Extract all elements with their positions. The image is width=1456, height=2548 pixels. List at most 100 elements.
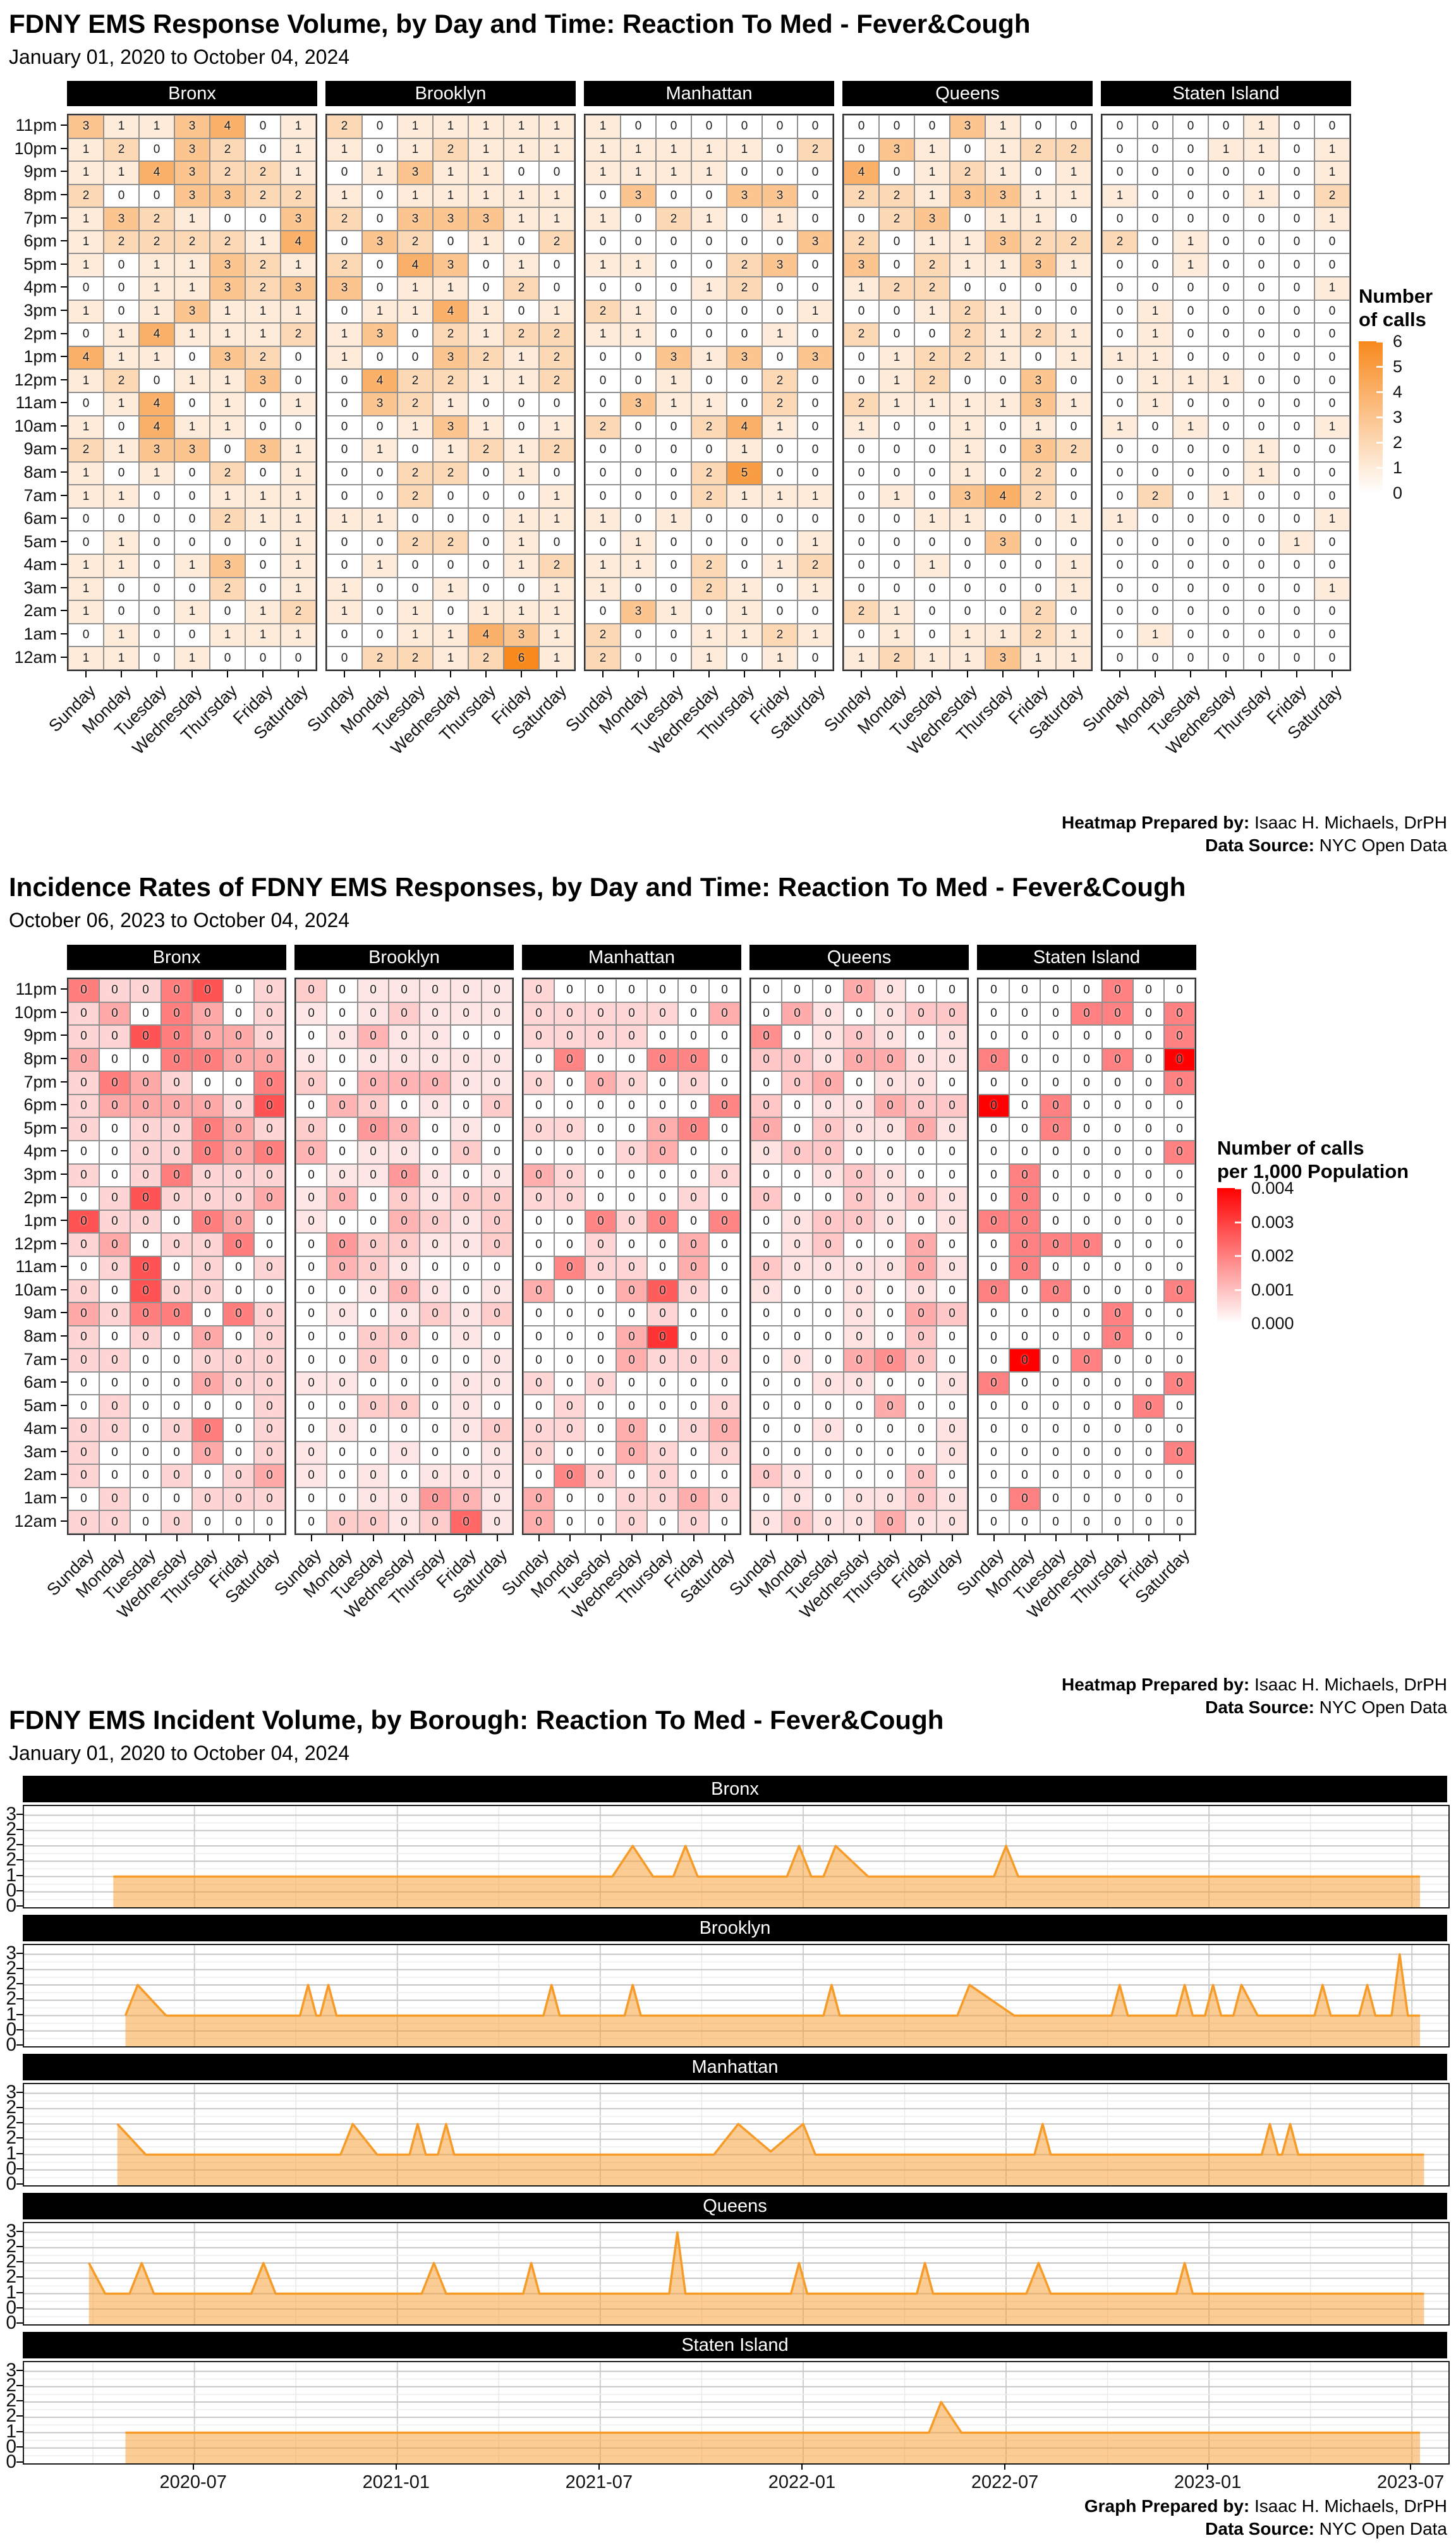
heatmap-cell: 0 xyxy=(798,392,833,416)
heatmap-cell: 0 xyxy=(616,1279,647,1303)
heatmap-cell: 0 xyxy=(1071,1025,1102,1048)
timeseries-panel-header: Manhattan xyxy=(23,2054,1447,2080)
heatmap-cell: 0 xyxy=(99,1487,130,1511)
heatmap-cell: 0 xyxy=(1071,1487,1102,1511)
heatmap-cell: 0 xyxy=(174,531,210,554)
heatmap-cell: 2 xyxy=(950,161,985,185)
heatmap-cell: 1 xyxy=(1056,253,1091,277)
heatmap-cell: 0 xyxy=(914,485,950,508)
heatmap-cell: 0 xyxy=(813,1141,844,1164)
heatmap-cell: 1 xyxy=(1314,138,1350,162)
heatmap-cell: 0 xyxy=(281,369,316,392)
heatmap-cell: 0 xyxy=(504,300,539,324)
heatmap-cell: 0 xyxy=(762,161,798,185)
heatmap-cell: 0 xyxy=(914,577,950,601)
heatmap-cell: 0 xyxy=(647,1510,678,1534)
row-label: 8am xyxy=(23,1326,57,1345)
heatmap-cell: 0 xyxy=(978,1117,1009,1141)
heatmap-cell: 0 xyxy=(327,1256,358,1280)
day-tick xyxy=(569,1534,571,1541)
heatmap-cell: 0 xyxy=(161,1441,192,1465)
heatmap-cell: 0 xyxy=(1138,161,1173,185)
heatmap-cell: 1 xyxy=(362,300,397,324)
heatmap-cell: 0 xyxy=(621,346,656,370)
heatmap-cell: 0 xyxy=(1164,1510,1195,1534)
area-charts-footer: Graph Prepared by: Isaac H. Michaels, Dr… xyxy=(1084,2496,1447,2539)
heatmap-cell: 1 xyxy=(585,577,621,601)
day-tick xyxy=(631,1534,633,1541)
heatmap-cell: 0 xyxy=(327,1210,358,1234)
heatmap-cell: 0 xyxy=(914,623,950,647)
legend-tick-label: 4 xyxy=(1393,382,1403,401)
heatmap-cell: 1 xyxy=(914,138,950,162)
heatmap-cell: 0 xyxy=(99,1071,130,1095)
heatmap-cell: 1 xyxy=(245,623,281,647)
heatmap-cell: 0 xyxy=(254,1025,285,1048)
heatmap-cell: 0 xyxy=(397,439,433,462)
heatmap-cell: 3 xyxy=(914,207,950,231)
heatmap-cell: 2 xyxy=(539,346,574,370)
heatmap-cell: 0 xyxy=(906,1510,937,1534)
heatmap-cell: 0 xyxy=(937,1302,968,1326)
heatmap-cell: 0 xyxy=(937,1441,968,1465)
heatmap-cell: 0 xyxy=(1133,1233,1164,1256)
heatmap-cell: 0 xyxy=(1133,1395,1164,1418)
heatmap-cell: 2 xyxy=(433,461,468,485)
heatmap-cell: 0 xyxy=(245,577,281,601)
legend-counts-title-line1: Number xyxy=(1359,285,1433,307)
heatmap-cell: 1 xyxy=(950,439,985,462)
heatmap-cell: 1 xyxy=(762,323,798,346)
day-tick xyxy=(344,670,345,677)
x-tick xyxy=(598,2463,600,2470)
heatmap-cell: 0 xyxy=(751,1417,782,1441)
heatmap-cell: 0 xyxy=(389,979,420,1002)
heatmap-cell: 1 xyxy=(1208,369,1244,392)
heatmap-cell: 0 xyxy=(813,1187,844,1210)
heatmap-cell: 0 xyxy=(879,439,914,462)
heatmap-cell: 1 xyxy=(539,600,574,624)
heatmap-cell: 0 xyxy=(223,1025,254,1048)
heatmap-cell: 2 xyxy=(468,646,504,670)
heatmap-cell: 0 xyxy=(1244,369,1279,392)
day-axis: Sunday Monday Tuesday Wednesday Thursday Frid… xyxy=(303,670,576,779)
y-tick-label: 0 xyxy=(6,2312,16,2333)
heatmap-cell: 0 xyxy=(879,554,914,578)
timeseries-panel-plot xyxy=(23,2361,1450,2465)
heatmap-cell: 0 xyxy=(678,1417,709,1441)
heatmap-cell: 0 xyxy=(296,1048,327,1072)
heatmap-cell: 0 xyxy=(327,300,362,324)
legend-counts-title-line2: of calls xyxy=(1359,308,1426,331)
heatmap-cell: 0 xyxy=(1208,439,1244,462)
heatmap-cell: 0 xyxy=(482,1002,513,1026)
heatmap-cell: 0 xyxy=(397,346,433,370)
heatmap-cell: 0 xyxy=(161,1002,192,1026)
heatmap-cell: 0 xyxy=(751,1002,782,1026)
heatmap-cell: 0 xyxy=(139,646,174,670)
heatmap-cell: 0 xyxy=(798,439,833,462)
heatmap-cell: 0 xyxy=(68,623,104,647)
heatmap-cell: 0 xyxy=(978,1141,1009,1164)
heatmap-cell: 2 xyxy=(539,369,574,392)
heatmap-cell: 0 xyxy=(1009,1325,1040,1349)
day-tick xyxy=(556,670,557,677)
heatmap-cell: 3 xyxy=(174,138,210,162)
heatmap-cell: 1 xyxy=(433,115,468,138)
heatmap-cell: 0 xyxy=(616,1141,647,1164)
heatmap-cell: 0 xyxy=(296,1417,327,1441)
heatmap-cell: 0 xyxy=(223,1441,254,1465)
heatmap-cell: 0 xyxy=(389,1094,420,1118)
heatmap-cell: 0 xyxy=(1071,1325,1102,1349)
heatmap-cell: 2 xyxy=(245,346,281,370)
heatmap-cell: 1 xyxy=(1056,646,1091,670)
heatmap-cell: 0 xyxy=(1021,531,1056,554)
heatmap-cell: 0 xyxy=(99,1002,130,1026)
heatmap-cell: 0 xyxy=(678,1464,709,1488)
heatmap-cell: 0 xyxy=(254,1441,285,1465)
heatmap-cell: 0 xyxy=(468,507,504,531)
heatmap-cell: 1 xyxy=(504,439,539,462)
heatmap-cell: 0 xyxy=(99,1325,130,1349)
y-tick-label: 2 xyxy=(6,1988,16,2010)
heatmap-cell: 3 xyxy=(281,207,316,231)
row-tick xyxy=(61,586,67,588)
heatmap-cell: 1 xyxy=(1056,577,1091,601)
